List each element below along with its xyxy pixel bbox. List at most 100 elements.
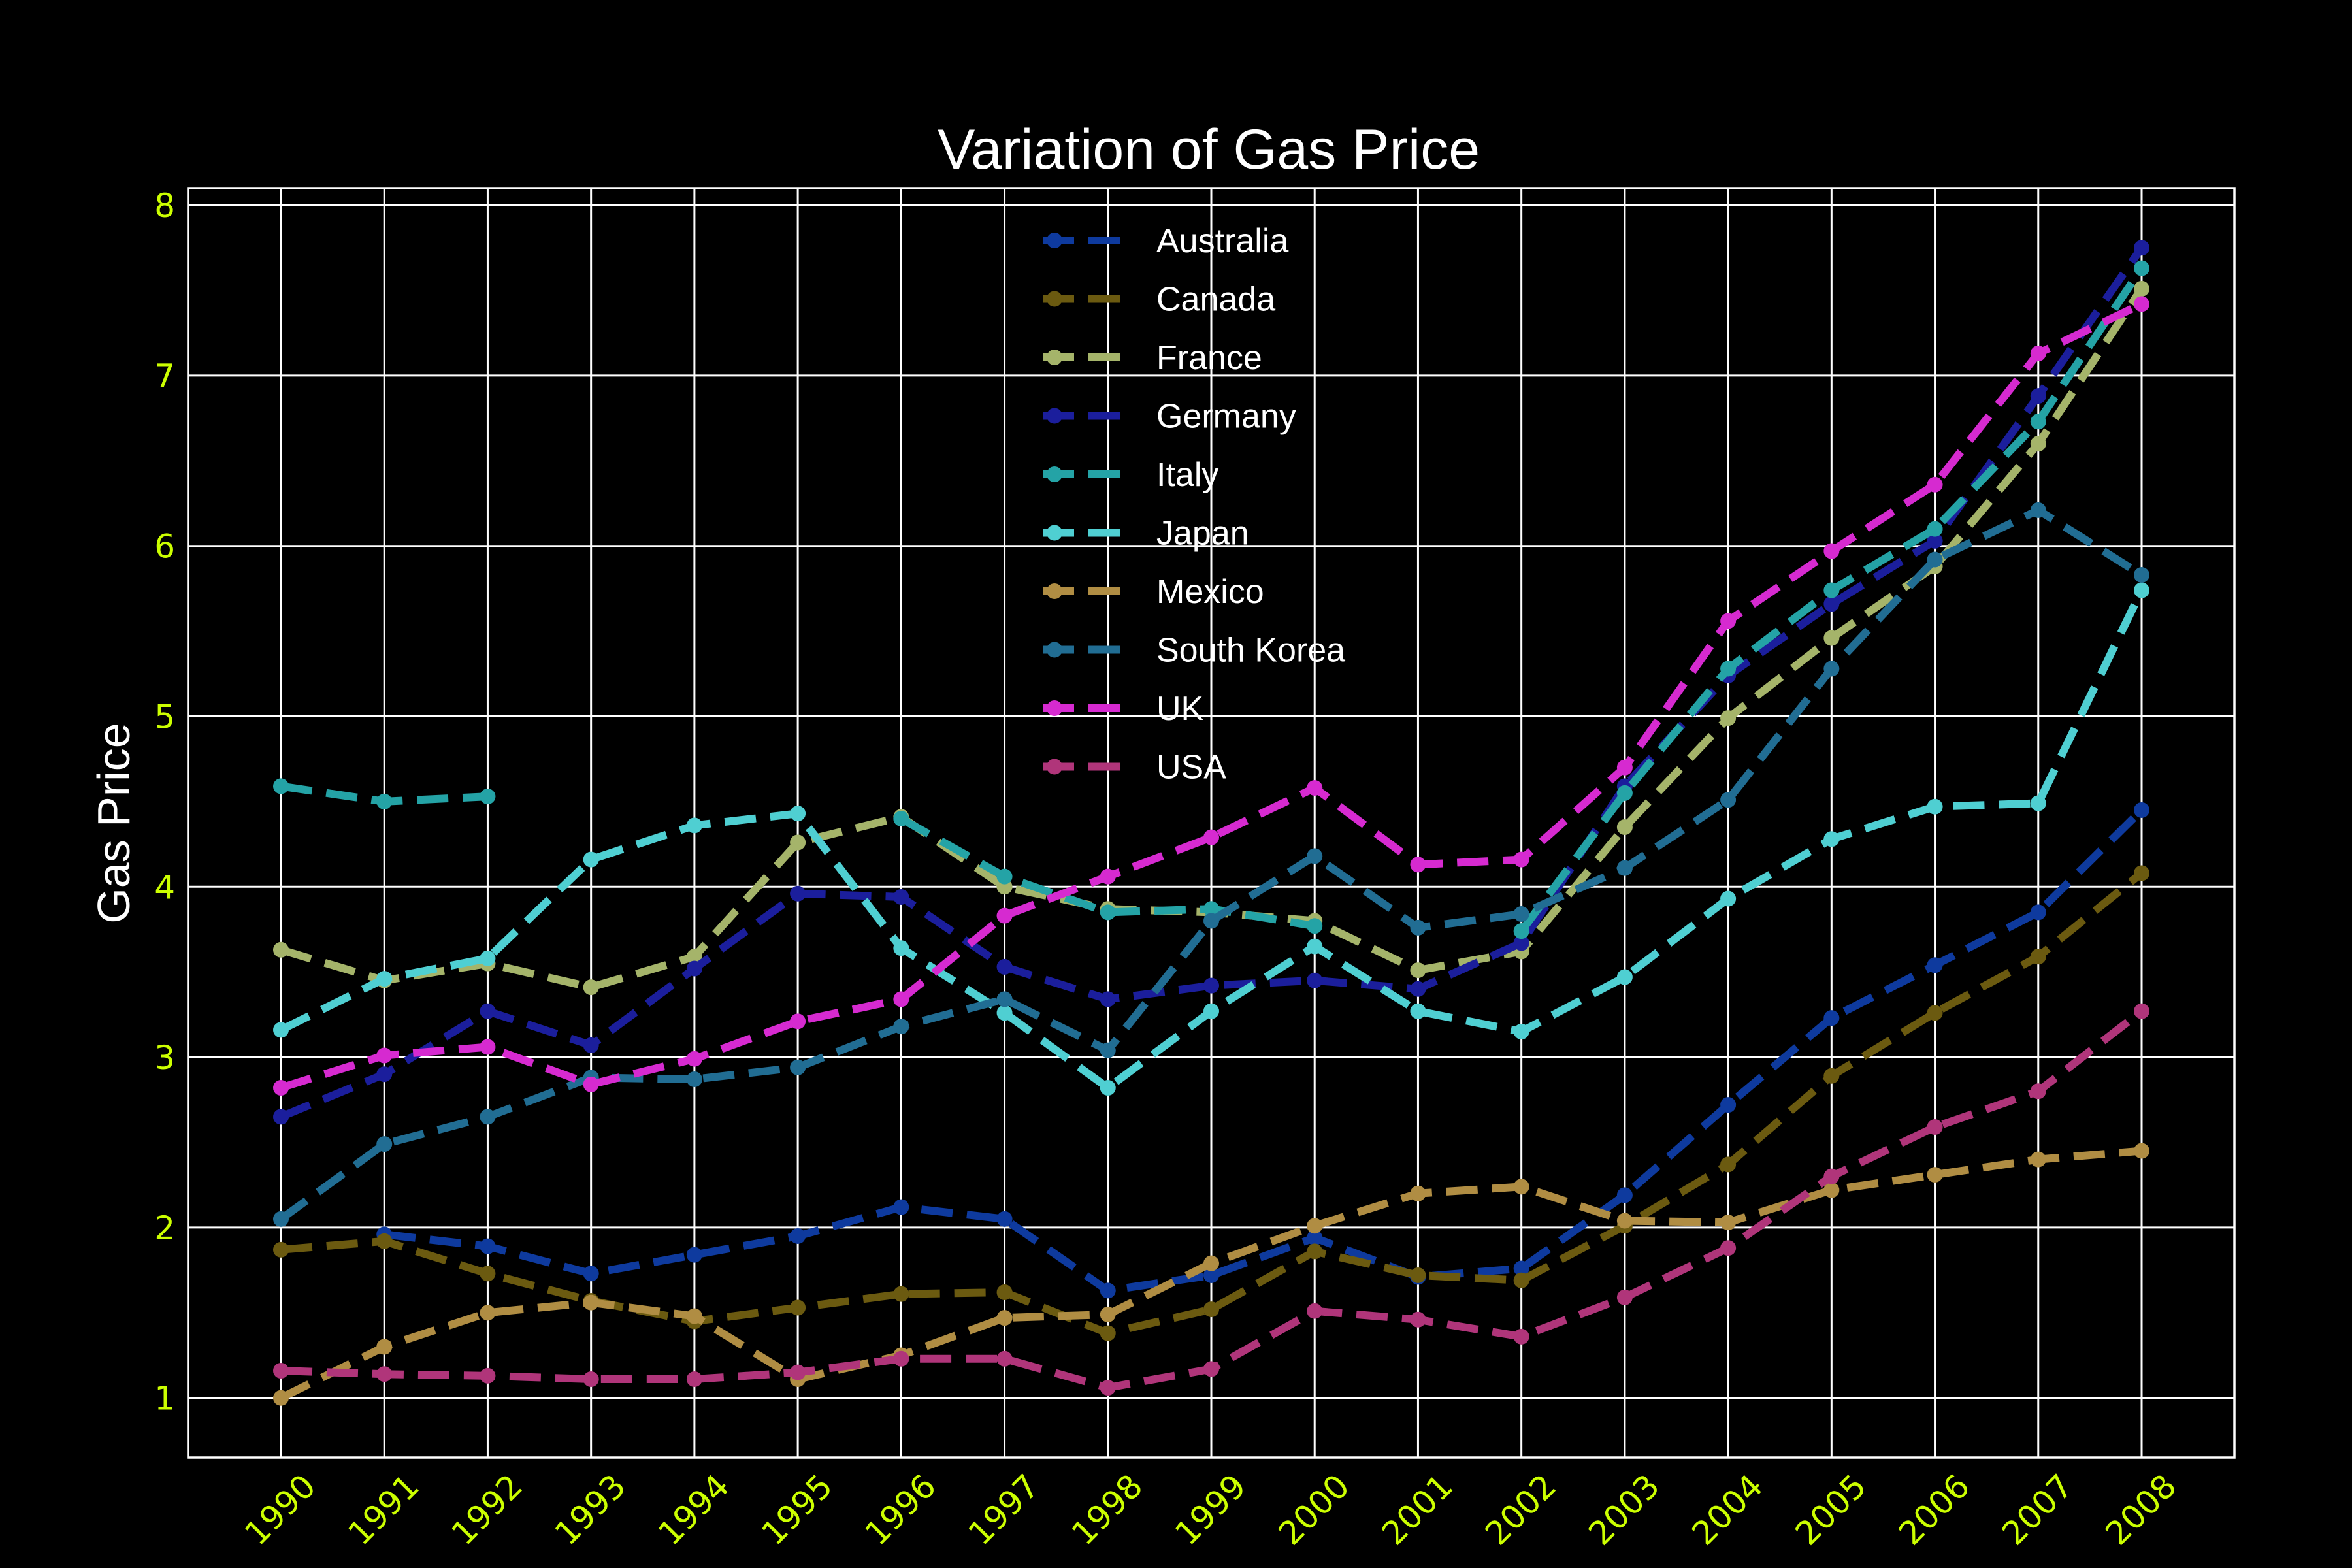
data-point [1100,1080,1116,1096]
data-point [2134,1003,2149,1019]
data-point [1720,613,1737,629]
data-point [1720,661,1737,677]
data-point [1823,1068,1840,1084]
data-point [996,1310,1013,1326]
data-point [1307,938,1323,955]
data-point [1307,1218,1323,1234]
legend-label: Germany [1156,398,1296,436]
data-point [2134,802,2149,818]
data-point [686,1308,702,1324]
data-point [996,907,1013,924]
plot-frame [187,187,2236,1459]
data-point [2134,280,2149,297]
legend-label: Italy [1156,456,1218,494]
series-mexico [273,1143,2149,1406]
data-point [583,1037,599,1053]
data-point [1720,1097,1737,1113]
legend-marker [1047,700,1062,716]
data-point [1927,1167,1943,1183]
data-point [273,1022,289,1038]
data-point [1720,1215,1737,1231]
data-point [480,789,496,805]
data-point [686,1247,702,1263]
data-point [1927,521,1943,537]
legend-item: USA [1043,749,1226,787]
y-tick-label: 6 [154,528,175,566]
data-point [893,940,909,956]
y-tick-label: 8 [154,187,175,225]
data-point [1927,1119,1943,1135]
data-point [480,1238,496,1254]
data-point [2030,414,2046,430]
legend-label: Canada [1156,281,1275,319]
data-point [1823,630,1840,646]
data-point [2134,865,2149,881]
data-point [376,1136,393,1152]
series-usa [273,1003,2149,1396]
data-point [273,1211,289,1227]
data-point [1513,1272,1529,1288]
data-point [1823,596,1840,612]
data-point [2030,345,2046,361]
legend-item: Japan [1043,515,1249,553]
data-point [376,793,393,809]
data-point [790,1299,806,1316]
data-point [996,958,1013,975]
legend-marker [1047,291,1062,307]
data-point [2134,1143,2149,1159]
data-point [1927,551,1943,568]
data-point [686,1051,702,1067]
data-point [2030,904,2046,921]
legend-label: Mexico [1156,573,1264,611]
y-tick-labels: 1 2 3 4 5 6 7 8 [154,187,175,1418]
data-point [1100,1282,1116,1299]
data-point [376,1066,393,1083]
series-germany [273,240,2149,1125]
data-point [790,834,806,851]
y-tick-label: 3 [154,1039,175,1077]
data-point [376,971,393,987]
data-point [1513,1179,1529,1195]
data-point [1720,1156,1737,1173]
data-point [583,979,599,996]
data-point [686,1371,702,1388]
data-point [480,1305,496,1321]
data-point [480,1039,496,1055]
data-point [1513,906,1529,923]
data-point [1100,1325,1116,1341]
data-point [1720,890,1737,907]
data-point [1513,1023,1529,1039]
data-point [1410,1267,1426,1283]
data-point [1927,532,1943,549]
data-point [1823,1010,1840,1026]
data-point [1616,1187,1633,1203]
data-point [1307,1243,1323,1260]
data-point [376,1339,393,1355]
data-point [1513,1328,1529,1345]
data-point [583,851,599,868]
data-point [686,960,702,977]
data-point [1410,857,1426,873]
data-point [2134,296,2149,312]
data-point [1823,831,1840,847]
data-point [2134,567,2149,583]
data-point [1203,1003,1219,1019]
series-australia [376,802,2149,1299]
legend-item: Canada [1043,281,1275,319]
data-point [1823,543,1840,559]
legend-item: South Korea [1043,632,1345,670]
data-point [1410,1311,1426,1328]
data-point [376,1047,393,1064]
data-point [1616,785,1633,801]
data-point [1927,1005,1943,1021]
data-point [893,889,909,905]
data-point [1203,977,1219,994]
data-point [893,810,909,826]
data-point [1203,1255,1219,1271]
series-uk [273,296,2149,1096]
data-point [1203,901,1219,917]
data-point [996,1211,1013,1227]
y-tick-label: 5 [154,698,175,736]
data-point [1823,582,1840,598]
